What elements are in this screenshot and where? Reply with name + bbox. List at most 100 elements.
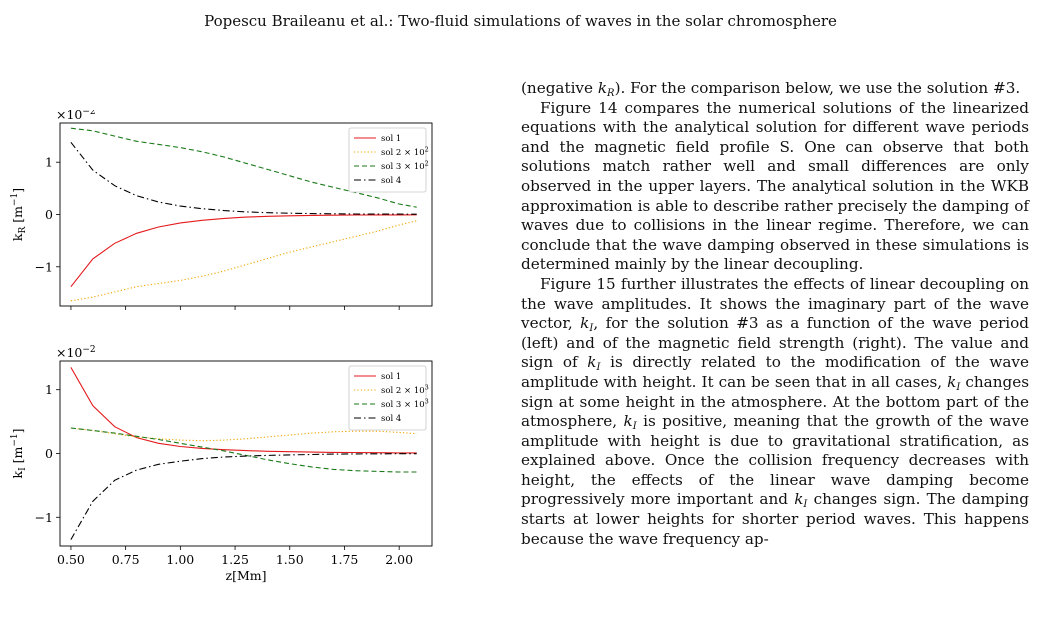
series-line-4: [70, 141, 417, 215]
y-axis-label-symbol: k: [10, 233, 25, 241]
legend-entry: sol 2 × 103: [381, 384, 429, 397]
y-tick-label: −1: [35, 259, 53, 274]
legend-entry-name: sol 4: [381, 176, 401, 186]
math-kI: kI: [587, 353, 601, 374]
axis-multiplier-exp: −2: [82, 345, 95, 355]
axis-multiplier-base: ×10: [56, 110, 82, 122]
axis-multiplier-exp: −2: [82, 110, 95, 117]
y-axis-label-unit-exp: −1: [10, 193, 20, 206]
series-line-1: [70, 214, 417, 288]
paragraph-0-part-b: ). For the comparison below, we use the …: [614, 79, 1021, 97]
series-line-3: [70, 127, 417, 208]
paragraph-2-part-a: Figure 15 further illustrates the effect…: [521, 274, 1029, 333]
series-group: [70, 367, 417, 540]
paragraph-2: Figure 15 further illustrates the effect…: [521, 275, 1029, 549]
paragraph-0: (negative kR). For the comparison below,…: [521, 79, 1029, 99]
x-axis-label: z[Mm]: [226, 568, 267, 583]
x-tick-label: 0.50: [57, 552, 85, 567]
series-line-1: [70, 367, 417, 454]
series-line-4: [70, 453, 417, 540]
math-kI-subscript: I: [596, 362, 601, 374]
paragraph-2-part-f: changes sign. The damping starts at lowe…: [521, 490, 1029, 548]
x-tick-label: 1.00: [166, 552, 194, 567]
running-head: Popescu Braileanu et al.: Two-fluid simu…: [204, 12, 837, 30]
series-group: [70, 127, 417, 302]
y-tick-label: 0: [45, 207, 53, 222]
paragraph-2-part-e: is positive, meaning that the growth of …: [521, 412, 1029, 509]
math-kR-subscript: R: [607, 88, 615, 99]
math-kI-subscript: I: [589, 323, 594, 335]
series-line-3: [70, 427, 417, 473]
legend-entry: sol 2 × 102: [381, 146, 429, 159]
legend-entry: sol 1: [381, 134, 401, 144]
legend-entry-name: sol 4: [381, 414, 401, 424]
paragraph-2-part-d: changes sign at some height in the atmos…: [521, 372, 1029, 431]
math-kI-subscript: I: [956, 381, 961, 393]
y-axis-label-subscript: I: [18, 467, 28, 471]
legend-entry-exp: 2: [425, 160, 429, 168]
y-tick-label: 1: [45, 155, 53, 170]
y-tick-label: −1: [35, 510, 53, 525]
x-tick-label: 1.50: [276, 552, 304, 567]
paragraph-2-part-b: , for the solution #3 as a function of t…: [521, 314, 1029, 372]
math-kI-symbol: k: [587, 353, 597, 372]
y-axis-label-unit: [m: [10, 447, 25, 468]
legend-entry-name: sol 2 × 10: [381, 148, 425, 158]
series-line-2: [70, 220, 417, 302]
math-kI: kI: [623, 412, 637, 433]
y-axis-label-unit: [m: [10, 206, 25, 227]
axis-multiplier-base: ×10: [56, 345, 82, 360]
legend-entry-exp: 3: [425, 384, 429, 392]
legend-entry: sol 4: [381, 414, 401, 424]
legend-entry-name: sol 1: [381, 372, 401, 382]
y-axis-label-symbol: k: [10, 471, 25, 479]
paragraph-1: Figure 14 compares the numerical solutio…: [521, 98, 1029, 274]
paragraph-2-part-c: is directly related to the modification …: [521, 353, 1030, 391]
y-axis-label-close: ]: [10, 188, 25, 193]
legend-entry: sol 3 × 103: [381, 398, 429, 411]
axis-multiplier: ×10−2: [56, 345, 96, 360]
legend-entry-exp: 3: [425, 398, 429, 406]
math-kI-subscript: I: [803, 499, 808, 511]
y-axis-label-unit-exp: −1: [10, 433, 20, 446]
math-kR: kR: [597, 79, 615, 99]
math-kR-symbol: k: [597, 79, 608, 97]
math-kI-symbol: k: [623, 412, 633, 431]
y-axis-label-close: ]: [10, 428, 25, 433]
legend-box: [348, 365, 427, 431]
legend-entry-name: sol 3 × 10: [381, 400, 425, 410]
paragraph-0-part-a: (negative: [521, 79, 598, 97]
math-kI: kI: [947, 372, 961, 393]
legend-entry: sol 4: [381, 176, 401, 186]
axis-multiplier: ×10−2: [56, 110, 96, 122]
y-tick-label: 1: [45, 382, 53, 397]
figure-14: −1 0 1 ×10−2 kR [m−1] sol 1 sol 2 × 102 sol 3 ×…: [0, 107, 500, 634]
x-tick-label: 0.75: [112, 552, 140, 567]
y-axis-label: kI [m−1]: [10, 428, 28, 478]
legend-entry: sol 1: [381, 372, 401, 382]
x-tick-label: 1.75: [331, 552, 359, 567]
body-text-column: (negative kR). For the comparison below,…: [521, 79, 1029, 549]
y-tick-label: 0: [45, 446, 53, 461]
math-kI: kI: [580, 314, 594, 335]
legend-box: [348, 127, 427, 193]
math-kI-symbol: k: [580, 314, 590, 333]
legend-entry-name: sol 1: [381, 134, 401, 144]
y-axis-label-subscript: R: [18, 227, 28, 234]
legend-entry-exp: 2: [425, 146, 429, 154]
legend-entry-name: sol 3 × 10: [381, 162, 425, 172]
legend-entry-name: sol 2 × 10: [381, 386, 425, 396]
math-kI-subscript: I: [632, 421, 637, 433]
math-kI: kI: [794, 490, 808, 511]
math-kI-symbol: k: [794, 490, 804, 509]
panel-2: 0.50 0.75 1.00 1.25 1.50 1.75 2.00 −1 0 1 ×10−2 kI …: [10, 345, 433, 583]
math-kI-symbol: k: [947, 372, 957, 391]
x-tick-label: 1.25: [221, 552, 249, 567]
x-tick-label: 2.00: [385, 552, 413, 567]
y-axis-label: kR [m−1]: [10, 188, 28, 241]
